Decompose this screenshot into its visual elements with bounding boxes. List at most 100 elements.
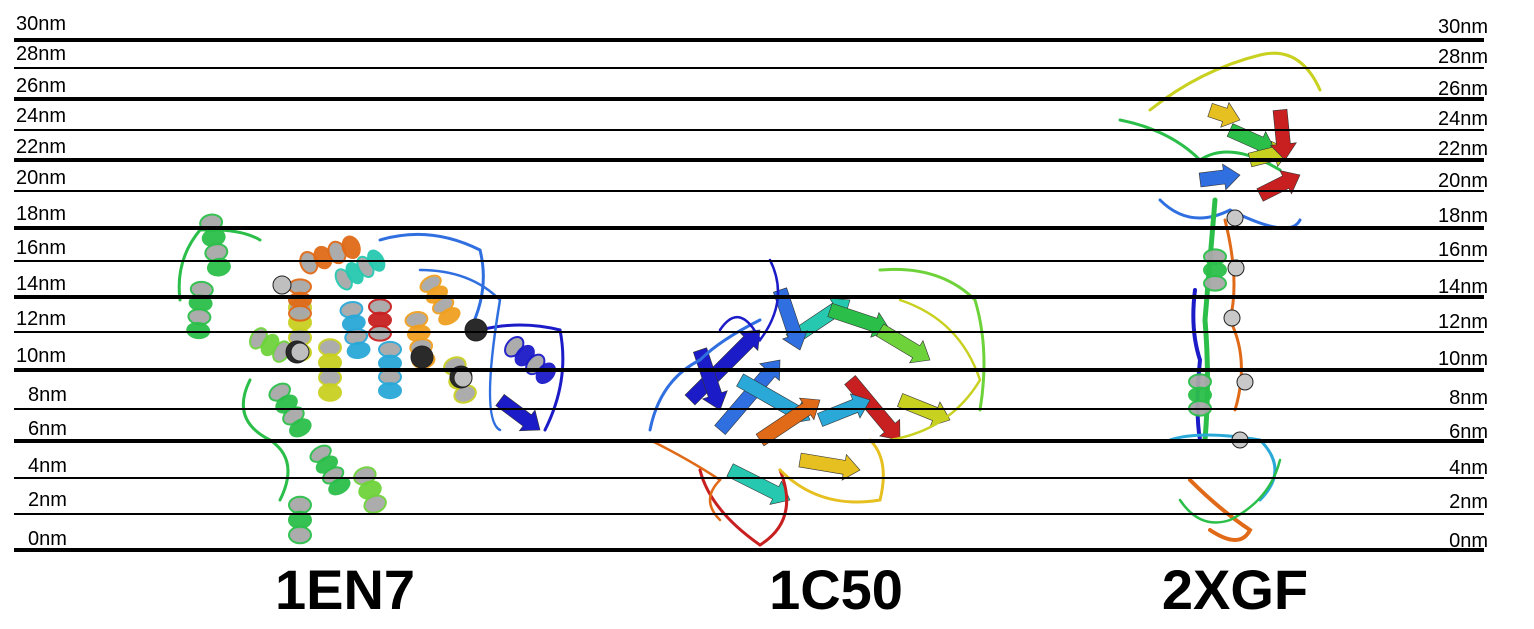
coil-loop xyxy=(478,323,565,432)
tick-label-right: 10nm xyxy=(1437,348,1488,370)
helix-ribbon xyxy=(353,466,387,514)
scale-line xyxy=(14,158,1484,162)
coil-loop xyxy=(1191,288,1203,442)
tick-label-right: 22nm xyxy=(1437,138,1488,160)
tick-label-right: 6nm xyxy=(1449,421,1488,443)
tick-label-right: 16nm xyxy=(1437,239,1488,261)
beta-strand-arrow xyxy=(875,323,931,364)
tick-label-right: 14nm xyxy=(1437,276,1488,298)
helix-ribbon xyxy=(504,336,556,384)
helix-ribbon xyxy=(249,327,291,363)
tick-label-left: 26nm xyxy=(16,75,67,97)
beta-strand-arrow xyxy=(1269,108,1297,161)
helix-ribbon xyxy=(288,278,312,322)
tick-label-left: 6nm xyxy=(28,418,67,440)
coil-loop xyxy=(698,468,789,547)
tick-label-left: 30nm xyxy=(16,13,67,35)
tick-label-left: 10nm xyxy=(16,345,67,367)
helix-ribbon xyxy=(318,338,342,402)
beta-strand-arrow xyxy=(1207,101,1241,128)
tick-label-left: 16nm xyxy=(16,237,67,259)
helix-ribbon xyxy=(268,382,312,438)
tick-label-left: 4nm xyxy=(28,455,67,477)
beta-strand-arrow xyxy=(1256,170,1301,202)
beta-strand-arrow xyxy=(844,375,901,441)
metal-ion-sphere xyxy=(1236,373,1254,391)
tick-label-right: 20nm xyxy=(1437,170,1488,192)
helix-ribbon xyxy=(299,235,361,275)
beta-strand-arrow xyxy=(714,359,781,435)
tick-label-left: 20nm xyxy=(16,167,67,189)
tick-label-right: 4nm xyxy=(1449,457,1488,479)
coil-loop xyxy=(418,268,502,432)
tick-label-right: 8nm xyxy=(1449,387,1488,409)
tick-label-right: 18nm xyxy=(1437,205,1488,227)
coil-loop xyxy=(1188,478,1253,542)
coil-loop xyxy=(1178,458,1282,524)
tick-label-right: 24nm xyxy=(1437,108,1488,130)
tick-label-left: 0nm xyxy=(28,528,67,550)
metal-ion-sphere xyxy=(464,318,488,342)
metal-ion-sphere xyxy=(1223,309,1241,327)
helix-ribbon xyxy=(339,300,371,360)
coil-loop xyxy=(888,298,982,442)
scale-line xyxy=(14,190,1484,192)
tick-label-left: 12nm xyxy=(16,308,67,330)
tick-label-left: 2nm xyxy=(28,489,67,511)
tick-label-right: 30nm xyxy=(1437,16,1488,38)
scale-line xyxy=(14,38,1484,42)
protein-label-1en7: 1EN7 xyxy=(274,558,416,621)
helix-ribbon xyxy=(186,280,214,340)
helix-ribbon xyxy=(288,495,312,545)
scale-line xyxy=(14,331,1484,333)
scale-line xyxy=(14,477,1484,479)
coil-loop xyxy=(177,228,262,302)
scale-line xyxy=(14,226,1484,230)
tick-label-left: 22nm xyxy=(16,136,67,158)
helix-ribbon xyxy=(199,213,231,277)
metal-ion-sphere xyxy=(1226,209,1244,227)
coil-loop xyxy=(378,232,485,332)
tick-label-right: 2nm xyxy=(1449,491,1488,513)
helix-ribbon xyxy=(368,298,392,342)
tick-label-right: 26nm xyxy=(1437,78,1488,100)
tick-label-right: 0nm xyxy=(1449,530,1488,552)
tick-label-left: 8nm xyxy=(28,384,67,406)
protein-label-2xgf: 2XGF xyxy=(1161,558,1309,621)
helix-ribbon xyxy=(378,340,402,400)
tick-label-left: 28nm xyxy=(16,43,67,65)
beta-strand-arrow xyxy=(817,393,871,427)
tick-label-right: 28nm xyxy=(1437,46,1488,68)
metal-ion-sphere xyxy=(272,275,292,295)
scale-line xyxy=(14,129,1484,131)
beta-strand-arrow xyxy=(495,393,541,432)
coil-loop xyxy=(778,438,885,504)
coil-loop xyxy=(1168,433,1277,502)
coil-loop xyxy=(648,438,722,522)
helix-ribbon xyxy=(309,444,351,496)
scale-line xyxy=(14,408,1484,410)
protein-label-1c50: 1C50 xyxy=(769,558,903,621)
scale-line xyxy=(14,439,1484,443)
helix-ribbon xyxy=(1188,373,1212,417)
metal-ion-sphere xyxy=(1227,259,1245,277)
beta-strand-arrow xyxy=(1198,163,1241,191)
tick-label-left: 14nm xyxy=(16,273,67,295)
scale-line xyxy=(14,97,1484,101)
metal-ion-sphere xyxy=(410,345,434,369)
beta-strand-arrow xyxy=(798,452,861,481)
scale-line xyxy=(14,513,1484,515)
beta-strand-arrow xyxy=(692,347,728,411)
scale-line xyxy=(14,260,1484,262)
tick-label-right: 12nm xyxy=(1437,311,1488,333)
tick-label-left: 18nm xyxy=(16,203,67,225)
coil-loop xyxy=(1148,51,1322,112)
scale-line xyxy=(14,368,1484,372)
tick-label-left: 24nm xyxy=(16,105,67,127)
metal-ion-sphere xyxy=(290,342,310,362)
scale-line xyxy=(14,548,1484,552)
coil-loop xyxy=(878,267,986,412)
coil-loop xyxy=(718,258,780,343)
